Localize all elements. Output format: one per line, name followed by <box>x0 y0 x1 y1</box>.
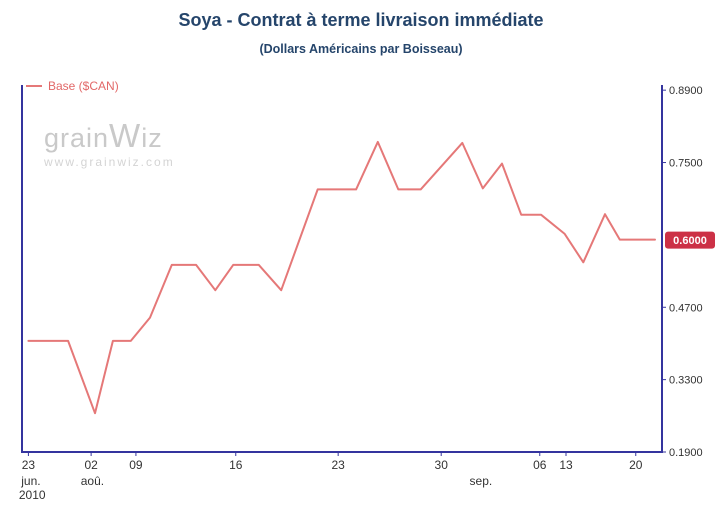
x-tick-label: 23 <box>22 458 36 472</box>
y-tick-label: 0.8900 <box>669 85 703 97</box>
current-value-badge <box>665 231 715 249</box>
x-tick-label: 16 <box>229 458 243 472</box>
x-tick-label: 30 <box>435 458 449 472</box>
y-tick-label: 0.7500 <box>669 158 703 170</box>
y-tick-label: 0.4700 <box>669 302 703 314</box>
x-tick-label: 13 <box>559 458 573 472</box>
month-label: 2010 <box>19 488 46 502</box>
x-tick-label: 06 <box>533 458 547 472</box>
month-label: jun. <box>20 474 40 488</box>
x-tick-label: 09 <box>129 458 143 472</box>
chart-subtitle: (Dollars Américains par Boisseau) <box>259 42 463 56</box>
watermark-brand: grainWiz <box>44 117 163 154</box>
x-tick-label: 20 <box>629 458 643 472</box>
x-tick-label: 23 <box>331 458 345 472</box>
watermark-logo: grainWiz www.grainwiz.com <box>44 117 175 170</box>
y-tick-label: 0.3300 <box>669 375 703 387</box>
legend-item-base[interactable]: Base ($CAN) <box>26 79 119 93</box>
legend-line-swatch <box>26 85 42 87</box>
month-label: sep. <box>470 474 493 488</box>
legend-label: Base ($CAN) <box>48 79 119 93</box>
x-tick-label: 02 <box>84 458 98 472</box>
current-value-label: 0.6000 <box>673 235 707 247</box>
y-tick-label: 0.1900 <box>669 447 703 459</box>
watermark-url: www.grainwiz.com <box>44 155 175 170</box>
chart-title: Soya - Contrat à terme livraison immédia… <box>178 10 544 30</box>
series-line-base[interactable] <box>27 140 656 415</box>
month-label: aoû. <box>81 474 104 488</box>
